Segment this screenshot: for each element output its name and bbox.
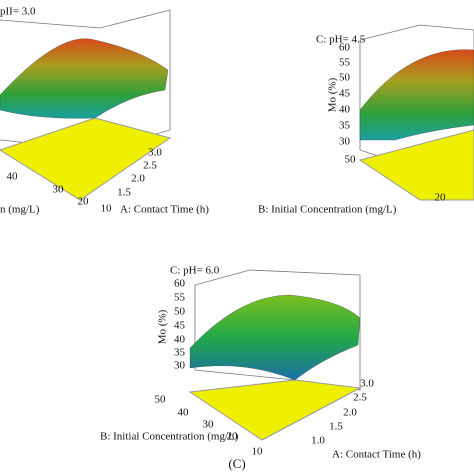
y-tick-label: 20 [435,192,447,204]
chart-title: C: pH= 4.5 [316,34,366,46]
z-axis-label: Mo (%) [157,309,169,344]
x-tick-label: 1.5 [329,421,343,433]
frame [359,24,474,171]
x-tick-label: 3.0 [148,147,162,159]
y-tick-label: 40 [7,171,19,183]
z-tick-label: 30 [174,360,186,372]
panel-1 [0,9,172,201]
y-tick-label: 20 [227,431,239,443]
panel-2 [358,24,474,201]
z-tick-label: 60 [339,42,351,54]
floor [0,117,172,201]
y-tick-label: 30 [203,419,215,431]
x-tick-label: 1.0 [311,435,325,447]
z-tick-label: 55 [174,292,186,304]
y-tick-label: 50 [345,154,357,166]
x-tick-label: 2.5 [143,160,157,172]
x-axis-label: A: Contact Time (h) [120,204,209,216]
frame [194,269,361,391]
x-tick-label: 2.0 [343,407,357,419]
y-tick-label: 20 [78,196,90,208]
z-tick-label: 40 [174,334,186,346]
z-axis-label: Mo (%) [327,77,339,112]
y-tick-label: 10 [252,446,264,458]
y-tick-label: 10 [101,203,113,215]
surface [0,38,169,119]
y-axis-label: B: Initial Concentration (mg/L) [100,431,239,443]
chart-title: pII= 3.0 [0,6,36,18]
x-tick-label: 2.5 [353,392,367,404]
z-tick-label: 45 [174,320,186,332]
z-tick-label: 55 [339,57,351,69]
y-tick-label: 50 [155,394,167,406]
z-tick-label: 35 [339,120,351,132]
x-axis-label: A: Contact Time (h) [332,449,421,461]
surface [189,294,361,381]
z-tick-label: 50 [174,306,186,318]
y-axis-label: n (mg/L) [0,204,40,216]
panel-3 [188,269,362,441]
x-tick-label: 1.5 [117,187,131,199]
z-tick-label: 35 [174,347,186,359]
y-axis-label: B: Initial Concentration (mg/L) [258,204,397,216]
chart-title: C: pH= 6.0 [170,265,220,277]
caption: (C) [228,456,245,471]
x-tick-label: 2.0 [131,173,145,185]
z-tick-label: 50 [339,72,351,84]
floor [188,379,362,441]
y-tick-label: 30 [53,184,65,196]
surface [359,49,474,141]
floor [358,129,474,201]
x-tick-label: 3.0 [360,378,374,390]
z-tick-label: 60 [174,278,186,290]
y-tick-label: 40 [178,407,190,419]
z-tick-label: 30 [339,136,351,148]
z-tick-label: 45 [339,88,351,100]
z-tick-label: 40 [339,104,351,116]
